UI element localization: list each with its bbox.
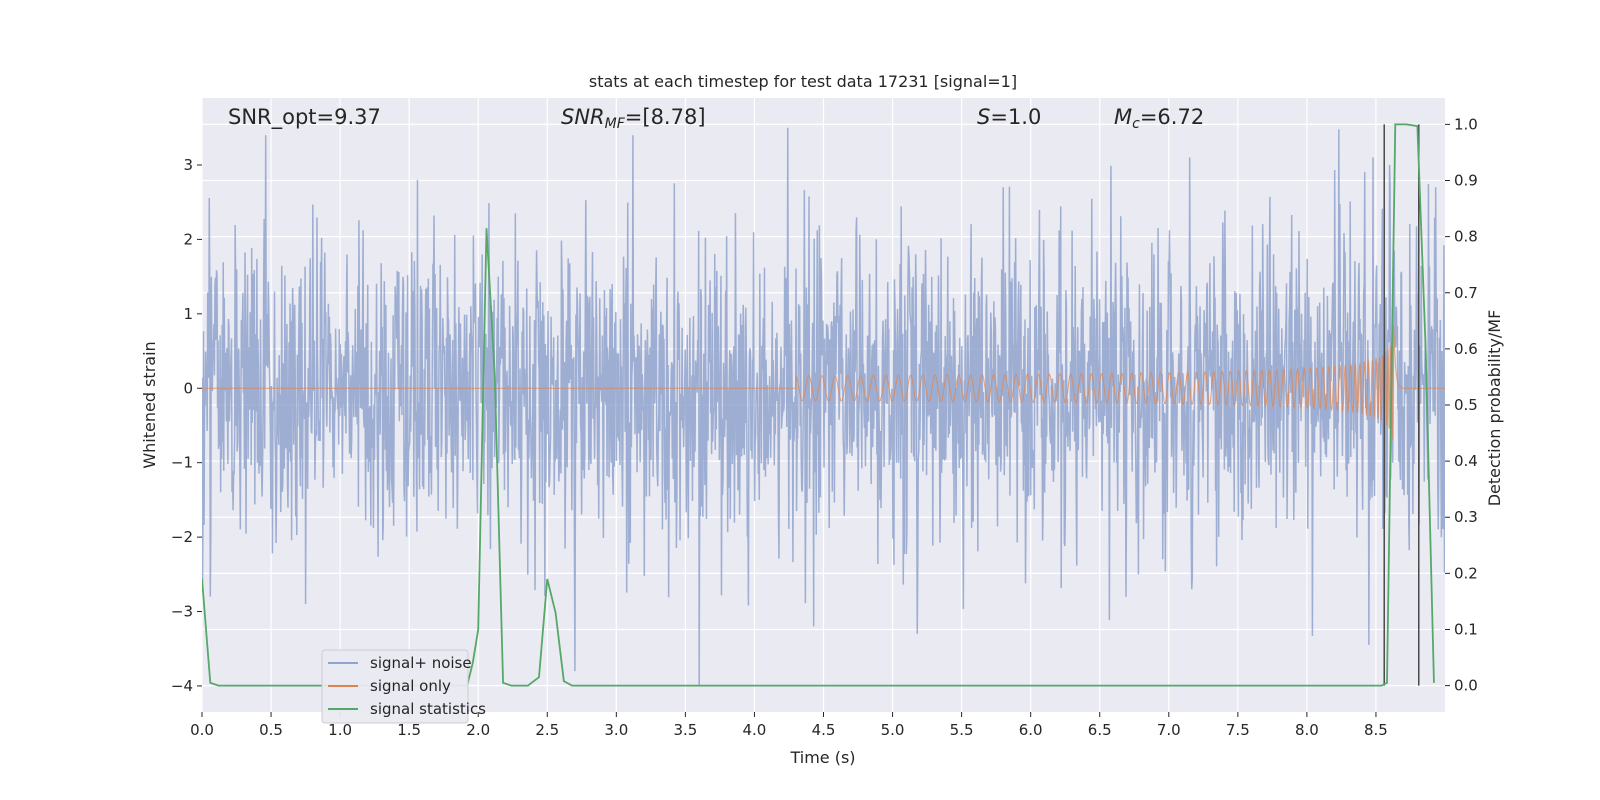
x-tick-label: 0.5 <box>259 721 283 739</box>
series-signal-statistics <box>202 123 1435 687</box>
annotation-mc-subscript: c <box>1132 116 1140 132</box>
x-tick-label: 8.5 <box>1364 721 1388 739</box>
y-tick-label: 0 <box>183 379 193 397</box>
vertical-markers <box>1383 124 1420 686</box>
series-signal-only <box>202 324 1445 441</box>
y-tick-label: 2 <box>183 230 193 248</box>
annotation-s-label: S <box>977 105 990 129</box>
y2-tick-label: 0.0 <box>1454 677 1478 695</box>
x-tick-label: 6.5 <box>1088 721 1112 739</box>
y-tick-label: −1 <box>171 454 193 472</box>
x-tick-label: 4.5 <box>812 721 836 739</box>
x-axis-ticks: 0.0 0.5 1.0 1.5 2.0 2.5 3.0 3.5 4.0 4.5 5.0 5.5 6.0 6… <box>190 712 1388 739</box>
y2-tick-label: 0.1 <box>1454 620 1478 638</box>
y2-tick-label: 0.4 <box>1454 452 1478 470</box>
x-tick-label: 7.5 <box>1226 721 1250 739</box>
y2-axis-ticks: 1.0 0.9 0.8 0.7 0.6 0.5 0.4 0.3 0.2 0.1 0.0 <box>1445 115 1478 695</box>
y-tick-label: 3 <box>183 156 193 174</box>
y2-tick-label: 0.8 <box>1454 228 1478 246</box>
annotation-mc: Mc=6.72 <box>1114 105 1204 132</box>
x-tick-label: 3.5 <box>673 721 697 739</box>
annotation-mc-value: =6.72 <box>1140 105 1204 129</box>
y2-tick-label: 0.3 <box>1454 508 1478 526</box>
annotation-s: S=1.0 <box>977 105 1041 129</box>
annotation-mc-label: M <box>1114 105 1132 129</box>
y2-tick-label: 0.7 <box>1454 284 1478 302</box>
annotation-snr-mf-value: =[8.78] <box>625 105 706 129</box>
y2-tick-label: 0.2 <box>1454 564 1478 582</box>
y-axis-label: Whitened strain <box>140 341 159 468</box>
annotation-s-value: =1.0 <box>990 105 1041 129</box>
x-axis-label: Time (s) <box>789 748 855 767</box>
x-tick-label: 1.0 <box>328 721 352 739</box>
y2-axis-label: Detection probability/MF <box>1485 310 1504 507</box>
legend: signal+ noise signal only signal statist… <box>321 649 486 724</box>
y2-tick-label: 0.6 <box>1454 340 1478 358</box>
chart-title: stats at each timestep for test data 172… <box>589 72 1017 91</box>
legend-label-signal-plus-noise: signal+ noise <box>370 654 472 672</box>
annotation-snr-mf-prefix: SNR <box>561 105 605 129</box>
legend-label-signal-only: signal only <box>370 677 451 695</box>
x-tick-label: 1.5 <box>397 721 421 739</box>
series-signal-plus-noise <box>202 127 1445 686</box>
x-tick-label: 7.0 <box>1157 721 1181 739</box>
annotation-snr-mf-subscript: MF <box>605 116 626 132</box>
y2-tick-label: 0.9 <box>1454 172 1478 190</box>
legend-box <box>321 649 469 724</box>
y-tick-label: −4 <box>171 677 193 695</box>
x-tick-label: 8.0 <box>1295 721 1319 739</box>
y-tick-label: 1 <box>183 305 193 323</box>
y2-tick-label: 0.5 <box>1454 396 1478 414</box>
legend-label-signal-statistics: signal statistics <box>370 700 486 718</box>
y-tick-label: −2 <box>171 528 193 546</box>
x-tick-label: 4.0 <box>743 721 767 739</box>
x-tick-label: 6.0 <box>1019 721 1043 739</box>
x-tick-label: 3.0 <box>604 721 628 739</box>
annotation-snr-opt: SNR_opt=9.37 <box>228 105 381 130</box>
y2-gridlines <box>202 123 1445 687</box>
x-tick-label: 2.5 <box>535 721 559 739</box>
x-tick-label: 2.0 <box>466 721 490 739</box>
annotation-snr-mf: SNRMF=[8.78] <box>561 105 706 132</box>
y-tick-label: −3 <box>171 603 193 621</box>
y2-tick-label: 1.0 <box>1454 115 1478 133</box>
y-axis-ticks: 3 2 1 0 −1 −2 −3 −4 <box>171 156 202 695</box>
x-tick-label: 0.0 <box>190 721 214 739</box>
x-tick-label: 5.0 <box>881 721 905 739</box>
x-tick-label: 5.5 <box>950 721 974 739</box>
